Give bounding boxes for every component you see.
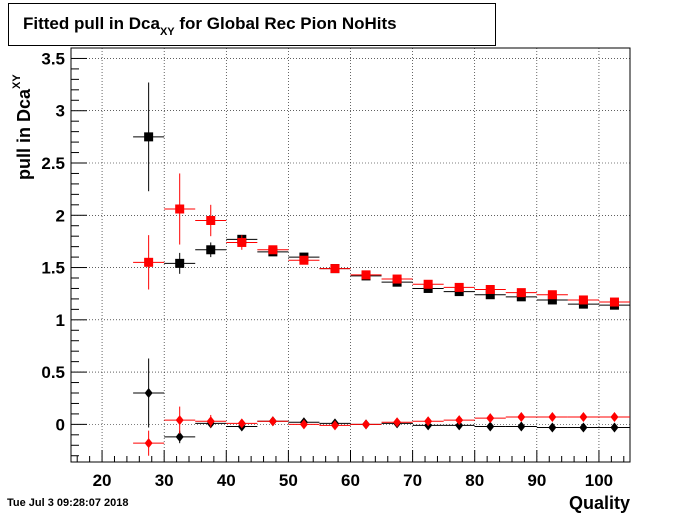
diamond-marker: [548, 422, 557, 433]
x-axis-label: Quality: [569, 493, 630, 513]
diamond-marker: [144, 438, 153, 449]
diamond-marker: [206, 416, 215, 427]
tick-labels: 20 30 40 50 60 70 80 90 100 0 0.5 1 1.5 2 2.5 3 3.5: [41, 49, 613, 490]
title-suffix: for Global Rec Pion NoHits: [174, 14, 397, 33]
diamond-marker: [579, 422, 588, 433]
diamond-marker: [362, 419, 371, 430]
square-marker: [578, 295, 588, 305]
diamond-marker: [268, 416, 277, 427]
square-marker: [609, 297, 619, 307]
y-tick-label: 1: [56, 311, 65, 330]
square-marker: [516, 288, 526, 298]
diamond-marker: [424, 416, 433, 427]
y-axis-label: pull in DcaXY: [11, 74, 34, 180]
diamond-marker: [486, 421, 495, 432]
diamond-marker: [237, 418, 246, 429]
y-tick-label: 1.5: [41, 259, 65, 278]
chart-title: Fitted pull in DcaXY for Global Rec Pion…: [23, 14, 397, 38]
square-marker: [361, 270, 371, 280]
diamond-marker: [299, 419, 308, 430]
square-marker: [392, 274, 402, 284]
x-tick-label: 30: [155, 471, 174, 490]
title-main: Fitted pull in Dca: [23, 14, 160, 33]
diamond-marker: [455, 415, 464, 426]
title-box: Fitted pull in DcaXY for Global Rec Pion…: [8, 3, 496, 46]
square-marker: [144, 257, 154, 267]
square-marker: [175, 204, 185, 214]
square-marker: [268, 245, 278, 255]
x-tick-label: 100: [585, 471, 613, 490]
x-tick-label: 80: [465, 471, 484, 490]
data-marks: [133, 82, 630, 456]
x-tick-label: 70: [403, 471, 422, 490]
x-tick-label: 40: [217, 471, 236, 490]
y-tick-label: 3: [56, 102, 65, 121]
y-tick-label: 2.5: [41, 154, 65, 173]
diamond-marker: [393, 417, 402, 428]
x-tick-label: 50: [279, 471, 298, 490]
square-marker: [206, 245, 216, 255]
diamond-marker: [548, 412, 557, 423]
y-tick-label: 2: [56, 206, 65, 225]
x-tick-label: 90: [527, 471, 546, 490]
square-marker: [454, 282, 464, 292]
diamond-marker: [455, 420, 464, 431]
diamond-marker: [579, 412, 588, 423]
diamond-marker: [517, 412, 526, 423]
title-subscript: XY: [159, 26, 175, 38]
square-marker: [423, 279, 433, 289]
diamond-marker: [175, 415, 184, 426]
diamond-marker: [486, 413, 495, 424]
square-marker: [330, 264, 340, 274]
diamond-marker: [144, 388, 153, 398]
axis-ticks: [71, 57, 625, 462]
x-tick-label: 60: [341, 471, 360, 490]
square-marker: [547, 295, 557, 305]
diamond-marker: [175, 431, 184, 442]
y-axis-label-subscript: XY: [11, 74, 23, 89]
y-tick-label: 0.5: [41, 363, 65, 382]
series-1: [133, 173, 630, 307]
square-marker: [485, 290, 495, 300]
x-tick-label: 20: [93, 471, 112, 490]
square-marker: [175, 258, 185, 268]
series-3: [133, 406, 630, 456]
square-marker: [144, 132, 154, 142]
y-tick-label: 3.5: [41, 49, 65, 68]
diamond-marker: [610, 422, 619, 433]
diamond-marker: [610, 412, 619, 423]
square-marker: [299, 255, 309, 265]
y-axis-label-main: pull in Dca: [14, 88, 34, 180]
diamond-marker: [517, 421, 526, 432]
y-tick-label: 0: [56, 415, 65, 434]
square-marker: [237, 237, 247, 247]
square-marker: [206, 216, 216, 225]
square-marker: [547, 290, 557, 300]
square-marker: [485, 285, 495, 294]
timestamp: Tue Jul 3 09:28:07 2018: [7, 497, 129, 509]
diamond-marker: [330, 420, 339, 431]
